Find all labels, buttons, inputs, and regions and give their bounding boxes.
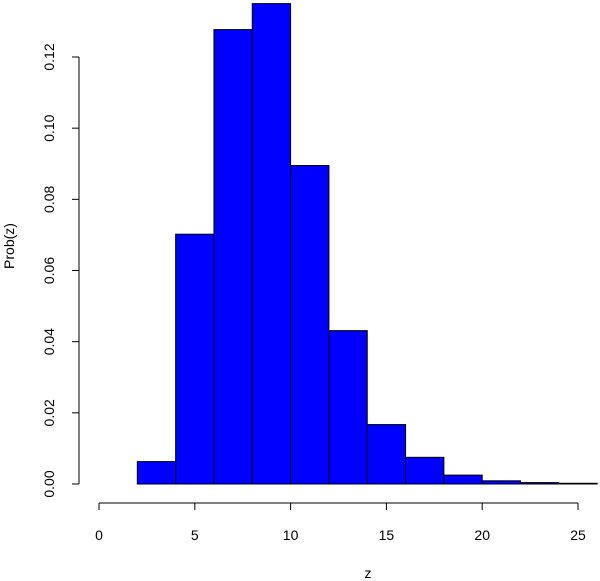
x-axis-label: z: [365, 565, 372, 581]
histogram-bar-3: [251, 3, 292, 485]
histogram-bar-9: [481, 480, 522, 485]
y-tick-label-2: 0.04: [41, 328, 57, 355]
histogram-bar-7: [405, 456, 445, 485]
x-tick-label-4: 20: [474, 527, 490, 543]
histogram-bar-6: [366, 424, 407, 485]
y-tick-label-5: 0.10: [41, 114, 57, 141]
x-tick-label-2: 10: [283, 527, 299, 543]
y-axis: 0.00 0.02 0.04 0.06 0.08 0.10 0.12: [41, 43, 80, 498]
bars-layer: [136, 3, 598, 485]
x-tick-label-1: 5: [191, 527, 199, 543]
y-axis-label: Prob(z): [1, 223, 17, 269]
histogram-bar-4: [290, 165, 330, 485]
histogram-bar-5: [328, 330, 368, 485]
histogram-bar-11: [558, 482, 598, 485]
histogram-bar-1: [175, 233, 215, 485]
y-tick-label-0: 0.00: [41, 470, 57, 497]
histogram-bar-2: [213, 29, 253, 485]
x-tick-label-0: 0: [95, 527, 103, 543]
histogram-bar-0: [136, 461, 177, 485]
y-tick-label-6: 0.12: [41, 43, 57, 70]
histogram-bar-8: [443, 474, 483, 485]
histogram-bar-10: [520, 482, 560, 485]
y-tick-label-4: 0.08: [41, 185, 57, 212]
y-tick-label-1: 0.02: [41, 399, 57, 426]
x-tick-label-3: 15: [379, 527, 395, 543]
y-tick-label-3: 0.06: [41, 257, 57, 284]
x-tick-label-5: 25: [570, 527, 586, 543]
x-axis: 0 5 10 15 20 25: [95, 502, 586, 543]
